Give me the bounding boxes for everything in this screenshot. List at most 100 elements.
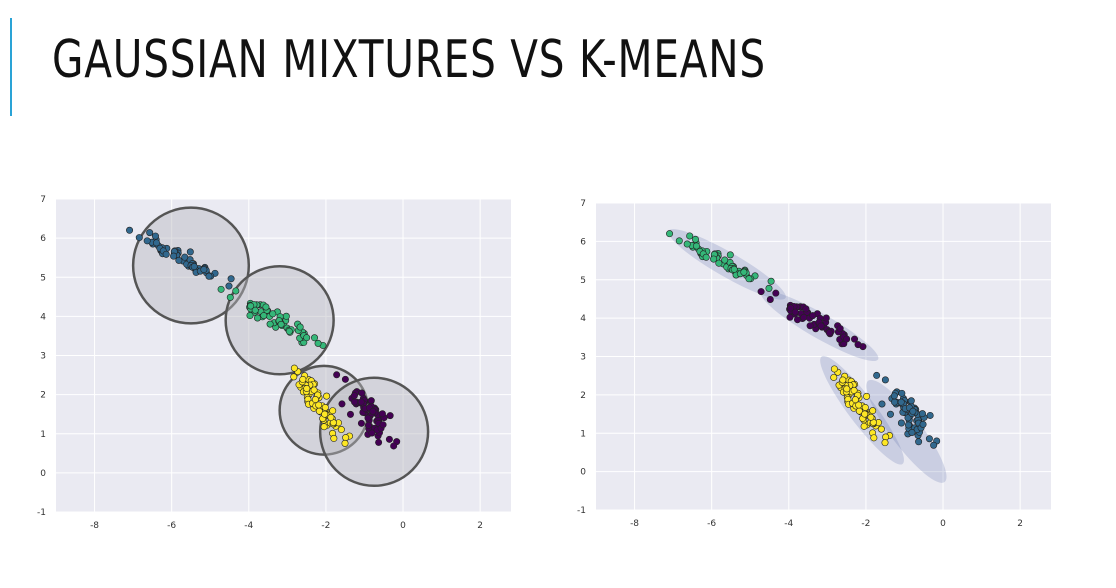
data-point [303,334,311,342]
data-point [675,237,683,245]
data-point [802,305,810,313]
data-point [364,421,372,429]
y-tick-label: 3 [40,352,46,362]
data-point [873,371,881,379]
x-tick-label: 2 [1017,519,1023,529]
data-point [843,385,851,393]
data-point [861,410,869,418]
y-tick-label: 1 [580,429,586,439]
data-point [817,322,825,330]
data-point [254,314,262,322]
data-point [303,385,311,393]
y-tick-label: 3 [580,353,586,363]
y-tick-label: -1 [577,506,586,516]
data-point [930,441,938,449]
data-point [891,398,899,406]
data-point [315,401,323,409]
data-point [151,232,159,240]
data-point [232,287,240,295]
data-point [765,284,773,292]
data-point [247,302,255,310]
data-point [190,263,198,271]
x-tick-label: 2 [477,521,483,531]
data-point [269,310,277,318]
data-point [918,410,926,418]
y-tick-label: 7 [580,199,586,209]
data-point [794,316,802,324]
data-point [878,400,886,408]
data-point [152,239,160,247]
data-point [357,419,365,427]
y-tick-label: 7 [40,195,46,205]
data-point [341,439,349,447]
data-point [926,411,934,419]
data-point [321,410,329,418]
data-point [311,334,319,342]
data-point [227,275,235,283]
data-point [843,335,851,343]
data-point [341,375,349,383]
data-point [825,329,833,337]
x-tick-label: -4 [784,519,793,529]
data-point [146,229,154,237]
data-point [806,322,814,330]
data-point [702,253,710,261]
data-point [386,412,394,420]
data-point [350,392,358,400]
x-tick-label: -2 [861,519,870,529]
data-point [321,403,329,411]
data-point [766,295,774,303]
data-point [368,429,376,437]
data-point [290,373,298,381]
y-tick-label: 4 [40,312,46,322]
data-point [886,410,894,418]
data-point [767,277,775,285]
data-point [385,435,393,443]
data-point [726,251,734,259]
data-point [367,397,375,405]
data-point [346,410,354,418]
data-point [327,413,335,421]
data-point [262,303,270,311]
data-point [135,234,143,242]
slide-title: GAUSSIAN MIXTURES VS K-MEANS [52,30,766,90]
data-point [251,306,259,314]
data-point [898,389,906,397]
y-tick-label: 0 [580,468,586,478]
data-point [666,230,674,238]
data-point [904,414,912,422]
y-tick-label: 6 [40,234,46,244]
data-point [323,392,331,400]
data-point [378,410,386,418]
data-point [800,313,808,321]
data-point [850,386,858,394]
data-point [925,435,933,443]
data-point [170,252,178,260]
data-point [686,232,694,240]
data-point [290,364,298,372]
y-tick-label: 0 [40,469,46,479]
data-point [226,293,234,301]
data-point [217,285,225,293]
data-point [364,414,372,422]
data-point [904,421,912,429]
data-point [854,341,862,349]
x-tick-label: -6 [167,521,176,531]
data-point [836,325,844,333]
x-tick-label: -4 [244,521,253,531]
data-point [890,392,898,400]
data-point [175,256,183,264]
y-tick-label: 6 [580,237,586,247]
y-tick-label: 2 [580,391,586,401]
data-point [740,268,748,276]
accent-bar [10,18,12,116]
data-point [691,235,699,243]
data-point [143,237,151,245]
data-point [296,323,304,331]
x-tick-label: -2 [321,521,330,531]
data-point [311,396,319,404]
data-point [869,407,877,415]
data-point [285,327,293,335]
